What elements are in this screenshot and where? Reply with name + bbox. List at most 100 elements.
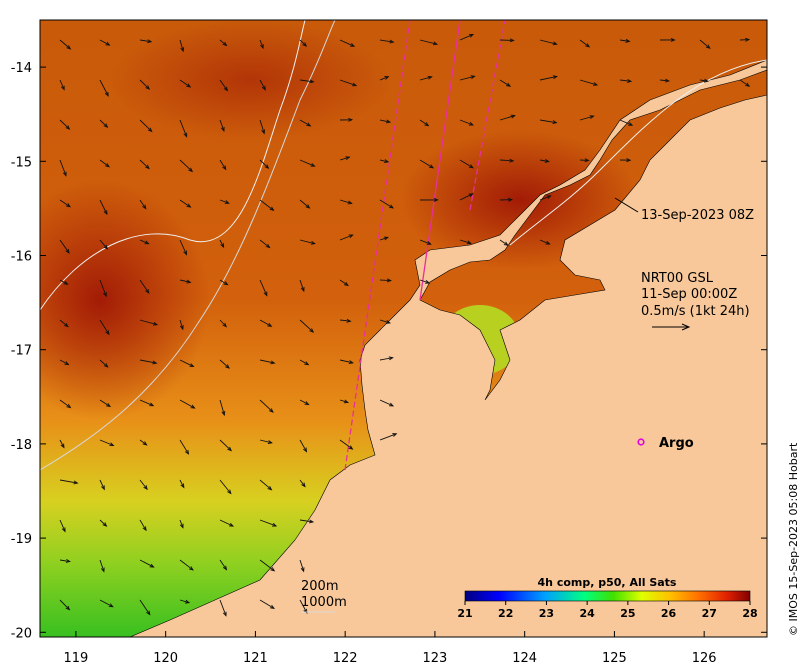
current-vector bbox=[139, 39, 152, 43]
current-vector-head bbox=[147, 127, 153, 133]
current-vector-head bbox=[301, 482, 306, 488]
current-vector-head bbox=[223, 86, 228, 92]
current-vector bbox=[219, 319, 227, 327]
current-vector-head bbox=[101, 485, 105, 491]
current-vector-head bbox=[270, 567, 276, 572]
current-vector bbox=[139, 399, 154, 407]
current-vector-head bbox=[670, 37, 676, 42]
current-vector bbox=[139, 79, 150, 90]
current-vector-head bbox=[348, 234, 354, 239]
current-vector-head bbox=[503, 241, 509, 246]
current-vector-head bbox=[225, 364, 230, 369]
current-vector bbox=[139, 159, 150, 169]
current-vector-head bbox=[106, 402, 112, 408]
current-vector bbox=[339, 439, 353, 450]
current-vector bbox=[339, 319, 351, 322]
current-vector-head bbox=[593, 82, 599, 86]
current-vector-head bbox=[185, 599, 191, 604]
y-tick-label: -18 bbox=[11, 438, 32, 453]
current-vector-head bbox=[186, 203, 192, 208]
current-vector bbox=[259, 159, 269, 169]
current-vector bbox=[219, 239, 225, 248]
current-vector bbox=[59, 159, 67, 176]
plot-area bbox=[40, 20, 767, 637]
current-vector bbox=[259, 519, 277, 527]
current-vector bbox=[299, 559, 305, 572]
current-vector-head bbox=[65, 248, 70, 254]
current-vector-head bbox=[269, 408, 274, 413]
current-vector-head bbox=[552, 41, 558, 46]
current-vector-head bbox=[180, 483, 185, 489]
current-vector-head bbox=[589, 115, 595, 119]
current-vector-head bbox=[105, 163, 110, 168]
current-vector-head bbox=[309, 519, 315, 524]
current-vector bbox=[499, 79, 511, 87]
current-vector-head bbox=[388, 356, 394, 361]
current-vector-head bbox=[103, 123, 109, 128]
current-vector bbox=[299, 119, 311, 127]
current-vector-head bbox=[427, 75, 433, 80]
current-vector-head bbox=[468, 121, 475, 126]
current-vector bbox=[299, 439, 307, 452]
current-vector bbox=[539, 159, 549, 162]
current-vector bbox=[379, 39, 394, 43]
current-vector bbox=[419, 39, 438, 45]
current-vector-head bbox=[65, 605, 71, 611]
current-vector-head bbox=[179, 325, 184, 331]
current-vector-head bbox=[229, 522, 235, 527]
colorbar-tick-label: 24 bbox=[579, 607, 595, 620]
colorbar-tick-label: 27 bbox=[702, 607, 717, 620]
current-vector bbox=[59, 359, 69, 365]
current-vector-head bbox=[188, 566, 194, 571]
current-vector-head bbox=[66, 403, 72, 409]
current-vector bbox=[579, 115, 594, 121]
current-vector bbox=[59, 599, 70, 610]
current-vector bbox=[59, 199, 71, 208]
current-vector bbox=[259, 319, 272, 327]
current-scale-label: 0.5m/s (1kt 24h) bbox=[641, 304, 750, 319]
current-vector bbox=[379, 279, 391, 282]
current-vector-head bbox=[102, 522, 108, 527]
current-vector-head bbox=[433, 197, 439, 202]
current-vector bbox=[219, 359, 230, 369]
current-vector bbox=[59, 559, 70, 562]
current-vector-head bbox=[190, 404, 196, 409]
isobath-200m bbox=[40, 20, 336, 471]
current-vector-head bbox=[345, 156, 351, 161]
current-vector bbox=[139, 599, 151, 615]
current-vector-head bbox=[103, 210, 108, 216]
colorbar-tick-label: 21 bbox=[457, 607, 472, 620]
current-vector-head bbox=[304, 401, 310, 406]
current-vector bbox=[99, 439, 114, 446]
credit-label: © IMOS 15-Sep-2023 05:08 Hobart bbox=[787, 442, 800, 636]
current-vector bbox=[499, 239, 509, 246]
current-vector-head bbox=[270, 360, 276, 365]
current-vector-head bbox=[60, 85, 65, 91]
current-vector-head bbox=[627, 78, 633, 83]
current-vector bbox=[499, 159, 514, 162]
current-vector-head bbox=[103, 363, 109, 368]
current-vector bbox=[419, 159, 434, 169]
current-vector-head bbox=[383, 236, 389, 241]
y-axis: -14 -15 -16 -17 -18 -19 -20 bbox=[11, 61, 767, 641]
current-vector-head bbox=[392, 433, 398, 437]
current-vector bbox=[339, 279, 349, 286]
current-vector-head bbox=[145, 288, 150, 294]
current-vector-head bbox=[509, 158, 515, 163]
current-vector-head bbox=[103, 244, 109, 250]
current-vector bbox=[99, 479, 105, 490]
current-vector-head bbox=[389, 402, 395, 407]
current-vector bbox=[179, 279, 191, 283]
current-vector bbox=[299, 279, 305, 292]
current-vector bbox=[139, 359, 157, 364]
current-vector bbox=[299, 599, 308, 614]
current-vector-head bbox=[506, 82, 512, 87]
current-vector-head bbox=[303, 608, 308, 614]
y-tick-label: -16 bbox=[11, 249, 32, 264]
current-vector bbox=[99, 279, 107, 297]
current-vector-head bbox=[66, 45, 72, 50]
current-vector-head bbox=[269, 604, 275, 609]
current-vector-head bbox=[552, 120, 558, 125]
current-vector bbox=[699, 39, 711, 49]
current-vector-head bbox=[705, 44, 711, 50]
